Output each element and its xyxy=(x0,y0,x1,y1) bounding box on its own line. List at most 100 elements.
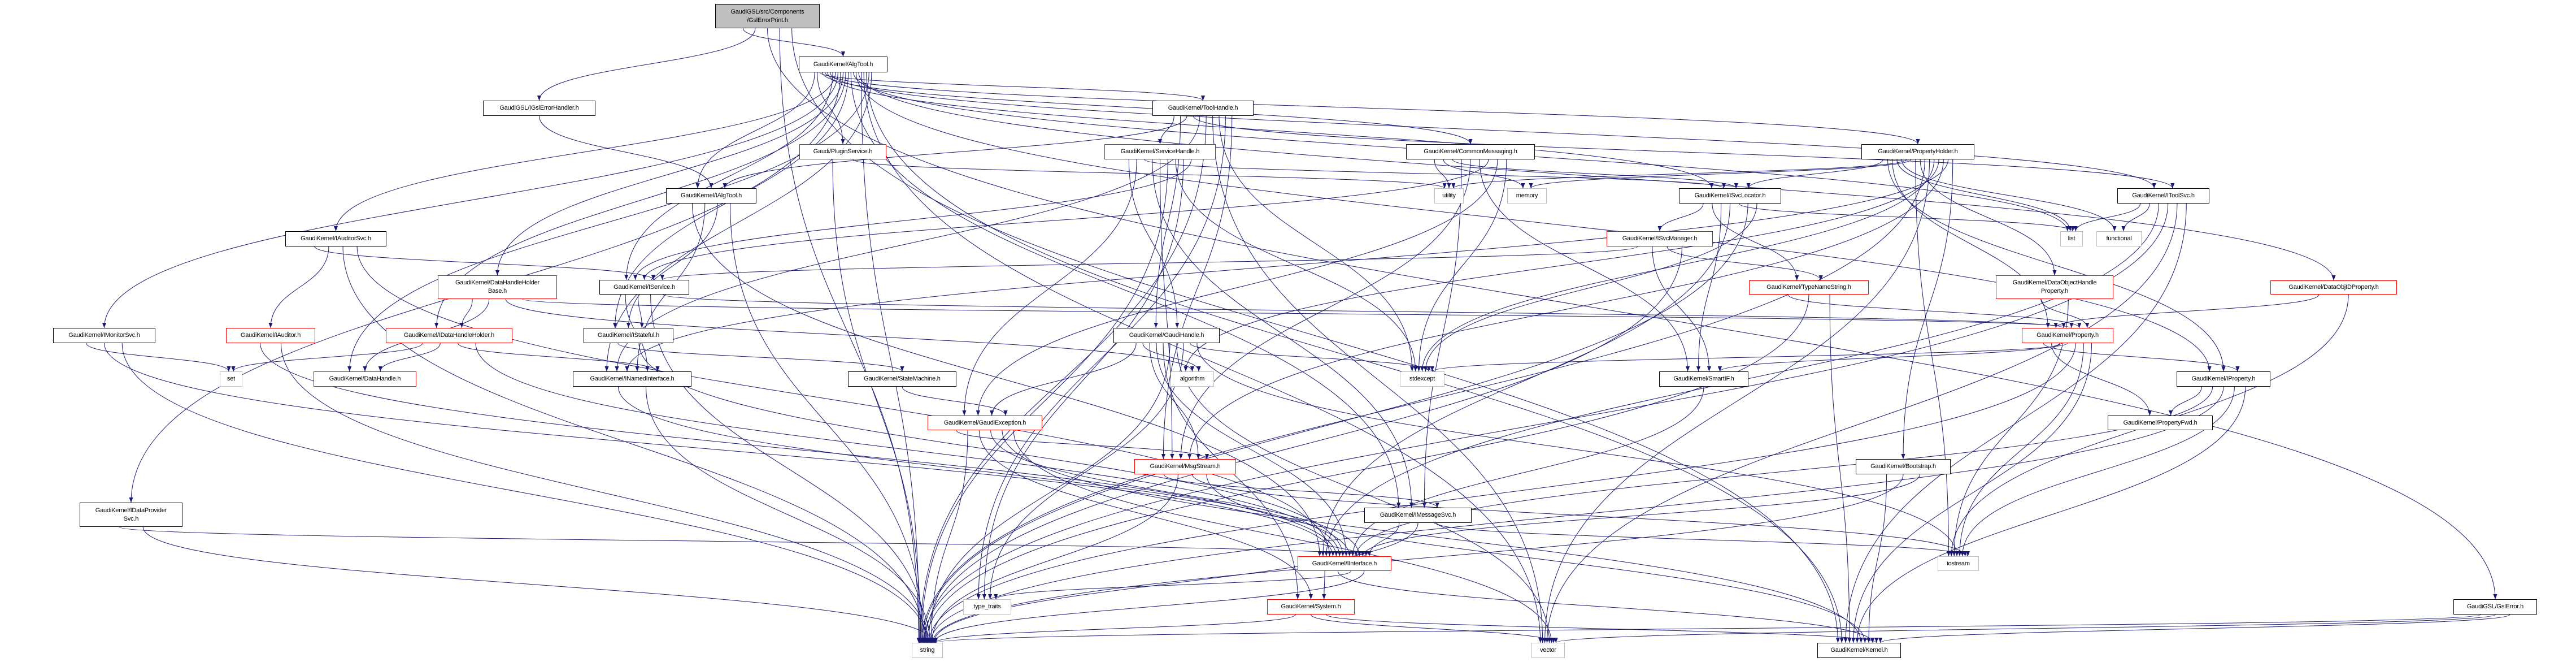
node-gaudikernel-ialgtool-h[interactable]: GaudiKernel/IAlgTool.h xyxy=(666,188,756,204)
node-utility[interactable]: utility xyxy=(1434,188,1464,204)
node-gaudikernel-imessagesvc-h[interactable]: GaudiKernel/IMessageSvc.h xyxy=(1364,508,1472,523)
edge-gaudikernel-iauditorsvc-h-to-gaudikernel-iinterface-h xyxy=(356,246,1332,557)
node-functional[interactable]: functional xyxy=(2096,231,2142,246)
edge-gaudikernel-inamedinterface-h-to-string xyxy=(646,386,932,643)
node-gaudikernel-imonitorsvc-h[interactable]: GaudiKernel/IMonitorSvc.h xyxy=(53,328,155,343)
node-label: GaudiGSL/IGslErrorHandler.h xyxy=(499,105,579,111)
node-gaudigsl-gslerror-h[interactable]: GaudiGSL/GslError.h xyxy=(2453,599,2537,615)
node-set[interactable]: set xyxy=(220,371,242,387)
node-algorithm[interactable]: algorithm xyxy=(1170,371,1214,387)
edge-gaudikernel-servicehandle-h-to-stdexcept xyxy=(1175,159,1418,372)
node-gaudikernel-iservice-h[interactable]: GaudiKernel/IService.h xyxy=(599,280,689,295)
edge-gaudikernel-iinterface-h-to-type-traits xyxy=(994,570,1352,600)
node-gaudikernel-dataobjidproperty-h[interactable]: GaudiKernel/DataObjIDProperty.h xyxy=(2270,280,2397,295)
node-label: string xyxy=(920,647,935,654)
edge-gaudikernel-iauditorsvc-h-to-string xyxy=(342,246,927,643)
node-gaudikernel-toolhandle-h[interactable]: GaudiKernel/ToolHandle.h xyxy=(1152,101,1254,116)
edge-gaudikernel-algtool-h-to-gaudikernel-ialgtool-h xyxy=(695,72,815,189)
node-label: GaudiKernel/IMessageSvc.h xyxy=(1380,512,1456,518)
node-string[interactable]: string xyxy=(912,643,943,658)
node-gaudikernel-bootstrap-h[interactable]: GaudiKernel/Bootstrap.h xyxy=(1856,459,1951,474)
node-stdexcept[interactable]: stdexcept xyxy=(1400,371,1444,387)
node-label: GaudiKernel/ToolHandle.h xyxy=(1168,105,1238,111)
node-label: GaudiKernel/CommonMessaging.h xyxy=(1424,148,1517,155)
edge-gaudikernel-propertyholder-h-to-functional xyxy=(1901,159,2117,232)
edge-gaudikernel-idatahandleholder-h-to-set xyxy=(231,343,423,372)
node-label: GaudiKernel/DataHandleHolder xyxy=(455,279,540,286)
edge-gaudikernel-algtool-h-to-gaudikernel-inamedinterface-h xyxy=(604,72,872,372)
node-gaudikernel-iinterface-h[interactable]: GaudiKernel/IInterface.h xyxy=(1298,556,1391,571)
edge-gaudikernel-imessagesvc-h-to-iostream xyxy=(1436,522,1970,557)
node-vector[interactable]: vector xyxy=(1531,643,1565,658)
node-gaudikernel-iauditor-h[interactable]: GaudiKernel/IAuditor.h xyxy=(226,328,315,343)
edge-gaudikernel-datahandleholderbase-h-to-gaudikernel-property-h xyxy=(522,298,2073,328)
node-gaudikernel-iproperty-h[interactable]: GaudiKernel/IProperty.h xyxy=(2177,371,2270,387)
node-gaudikernel-msgstream-h[interactable]: GaudiKernel/MsgStream.h xyxy=(1134,459,1236,474)
node-label: GaudiKernel/PropertyHolder.h xyxy=(1878,148,1958,155)
edge-gaudigsl-src-components-gslerrorprint-h-to-gaudigsl-igslerrorhandler-h xyxy=(537,28,756,101)
node-gaudikernel-idataprovidersvc-h[interactable]: GaudiKernel/IDataProvider Svc.h xyxy=(80,503,182,527)
node-gaudigsl-igslerrorhandler-h[interactable]: GaudiGSL/IGslErrorHandler.h xyxy=(483,101,595,116)
edge-gaudikernel-commonmessaging-h-to-memory xyxy=(1443,159,1525,189)
edge-gaudikernel-msgstream-h-to-iostream xyxy=(1192,474,1968,557)
edge-gaudikernel-iproperty-h-to-string xyxy=(928,386,2224,643)
node-gaudikernel-propertyholder-h[interactable]: GaudiKernel/PropertyHolder.h xyxy=(1861,144,1974,159)
node-gaudikernel-istateful-h[interactable]: GaudiKernel/IStateful.h xyxy=(584,328,673,343)
edge-gaudikernel-algtool-h-to-gaudikernel-iauditorsvc-h xyxy=(333,72,836,232)
node-gaudikernel-gaudiexception-h[interactable]: GaudiKernel/GaudiException.h xyxy=(928,416,1042,430)
edge-gaudikernel-servicehandle-h-to-gaudikernel-isvclocator-h xyxy=(1144,159,1726,189)
node-gaudikernel-propertyfwd-h[interactable]: GaudiKernel/PropertyFwd.h xyxy=(2108,416,2213,430)
edge-gaudikernel-algtool-h-to-gaudikernel-iproperty-h xyxy=(855,72,2212,372)
edge-gaudikernel-propertyholder-h-to-string xyxy=(920,159,1925,643)
edge-gaudikernel-idataprovidersvc-h-to-gaudikernel-iinterface-h xyxy=(119,526,1368,557)
edge-gaudikernel-gaudiexception-h-to-gaudikernel-kernel-h xyxy=(1002,430,1863,643)
node-gaudikernel-typenamestring-h[interactable]: GaudiKernel/TypeNameString.h xyxy=(1749,280,1869,295)
edge-gaudikernel-propertyholder-h-to-gaudikernel-msgstream-h xyxy=(1187,159,1944,460)
node-label: GaudiKernel/IAlgTool.h xyxy=(680,192,742,199)
edge-gaudikernel-gaudiexception-h-to-gaudikernel-msgstream-h xyxy=(956,430,1209,460)
node-gaudikernel-gaudihandle-h[interactable]: GaudiKernel/GaudiHandle.h xyxy=(1113,328,1220,343)
edge-gaudikernel-ialgtool-h-to-gaudikernel-istateful-h xyxy=(626,203,718,328)
edge-gaudikernel-imonitorsvc-h-to-string xyxy=(121,343,930,643)
node-gaudikernel-system-h[interactable]: GaudiKernel/System.h xyxy=(1267,599,1355,615)
edge-gaudikernel-gaudihandle-h-to-string xyxy=(926,343,1170,643)
node-label: GaudiKernel/GaudiException.h xyxy=(943,419,1026,426)
node-label: functional xyxy=(2106,235,2132,242)
edge-gaudikernel-ialgtool-h-to-gaudikernel-iinterface-h xyxy=(691,203,1322,557)
node-gaudikernel-isvclocator-h[interactable]: GaudiKernel/ISvcLocator.h xyxy=(1679,188,1781,204)
node-gaudikernel-idatahandleholder-h[interactable]: GaudiKernel/IDataHandleHolder.h xyxy=(386,328,512,343)
node-gaudi-pluginservice-h[interactable]: Gaudi/PluginService.h xyxy=(799,144,886,159)
node-gaudikernel-property-h[interactable]: GaudiKernel/Property.h xyxy=(2022,328,2113,343)
edge-gaudikernel-itoolsvc-h-to-gaudikernel-kernel-h xyxy=(1843,203,2187,643)
node-iostream[interactable]: iostream xyxy=(1938,556,1979,571)
node-gaudikernel-kernel-h[interactable]: GaudiKernel/Kernel.h xyxy=(1817,643,1901,658)
node-gaudikernel-inamedinterface-h[interactable]: GaudiKernel/INamedInterface.h xyxy=(573,371,691,387)
edge-gaudikernel-istateful-h-to-gaudikernel-statemachine-h xyxy=(617,343,904,372)
edge-gaudikernel-bootstrap-h-to-gaudikernel-kernel-h xyxy=(1866,474,1887,643)
node-label: GaudiKernel/IAuditorSvc.h xyxy=(301,235,371,242)
edge-gaudikernel-idataprovidersvc-h-to-string xyxy=(142,526,935,643)
node-gaudikernel-datahandle-h[interactable]: GaudiKernel/DataHandle.h xyxy=(314,371,416,387)
node-label: GaudiKernel/IDataHandleHolder.h xyxy=(403,332,495,339)
node-gaudikernel-iauditorsvc-h[interactable]: GaudiKernel/IAuditorSvc.h xyxy=(285,231,386,246)
node-type-traits[interactable]: type_traits xyxy=(963,599,1011,615)
edge-gaudikernel-toolhandle-h-to-type-traits xyxy=(976,115,1226,600)
edge-gaudikernel-algtool-h-to-gaudikernel-datahandle-h xyxy=(347,72,869,372)
node-gaudigsl-src-components-gslerrorprint-h[interactable]: GaudiGSL/src/Components/GslErrorPrint.h xyxy=(715,4,820,28)
node-gaudikernel-dataobjecthandleproperty-h[interactable]: GaudiKernel/DataObjectHandle Property.h xyxy=(1996,275,2113,299)
node-gaudikernel-smartif-h[interactable]: GaudiKernel/SmartIF.h xyxy=(1659,371,1748,387)
node-label: GaudiKernel/IAuditor.h xyxy=(240,332,301,339)
node-gaudikernel-commonmessaging-h[interactable]: GaudiKernel/CommonMessaging.h xyxy=(1406,144,1535,159)
node-gaudikernel-isvcmanager-h[interactable]: GaudiKernel/ISvcManager.h xyxy=(1607,231,1713,246)
node-gaudikernel-statemachine-h[interactable]: GaudiKernel/StateMachine.h xyxy=(848,371,956,387)
node-list[interactable]: list xyxy=(2060,231,2083,246)
node-gaudikernel-datahandleholderbase-h[interactable]: GaudiKernel/DataHandleHolder Base.h xyxy=(438,275,557,299)
node-label: GaudiKernel/IProperty.h xyxy=(2191,375,2256,382)
edge-gaudikernel-imonitorsvc-h-to-set xyxy=(86,343,231,372)
node-gaudikernel-itoolsvc-h[interactable]: GaudiKernel/IToolSvc.h xyxy=(2117,188,2209,204)
node-gaudikernel-servicehandle-h[interactable]: GaudiKernel/ServiceHandle.h xyxy=(1104,144,1216,159)
edge-gaudikernel-propertyholder-h-to-algorithm xyxy=(1183,159,1939,372)
node-gaudikernel-algtool-h[interactable]: GaudiKernel/AlgTool.h xyxy=(799,57,887,72)
node-memory[interactable]: memory xyxy=(1507,188,1547,204)
